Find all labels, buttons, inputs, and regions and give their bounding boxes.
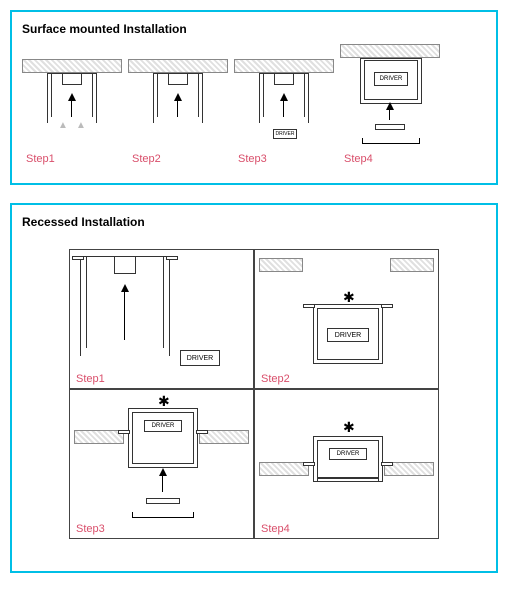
recessed-step4: ✱ DRIVER Step4 xyxy=(254,389,439,539)
recessed-step1-diagram: DRIVER xyxy=(70,250,253,380)
surface-step2: Step2 xyxy=(128,59,228,165)
driver-box: DRIVER xyxy=(273,129,297,139)
surface-step1-diagram: ▲ ▲ xyxy=(22,59,122,149)
driver-label-box: DRIVER xyxy=(180,350,220,366)
driver-box: DRIVER xyxy=(327,328,369,342)
recessed-step1-label: Step1 xyxy=(76,373,105,385)
surface-title: Surface mounted Installation xyxy=(22,22,486,36)
anchor-icon: ▲ xyxy=(76,121,86,131)
anchor-icon: ▲ xyxy=(58,121,68,131)
surface-step1: ▲ ▲ Step1 xyxy=(22,59,122,165)
surface-steps-row: ▲ ▲ Step1 Step2 xyxy=(22,44,486,165)
recessed-step4-diagram: ✱ DRIVER xyxy=(255,390,438,530)
recessed-step2: ✱ DRIVER Step2 xyxy=(254,249,439,389)
surface-step4-diagram: DRIVER xyxy=(340,44,440,149)
surface-step1-label: Step1 xyxy=(22,153,122,165)
driver-box: DRIVER xyxy=(329,448,367,460)
surface-step2-diagram xyxy=(128,59,228,149)
driver-box: DRIVER xyxy=(374,72,408,86)
surface-step4-label: Step4 xyxy=(340,153,440,165)
surface-step3: DRIVER Step3 xyxy=(234,59,334,165)
driver-box: DRIVER xyxy=(144,420,182,432)
surface-step3-diagram: DRIVER xyxy=(234,59,334,149)
recessed-step3-label: Step3 xyxy=(76,523,105,535)
surface-step3-label: Step3 xyxy=(234,153,334,165)
surface-step2-label: Step2 xyxy=(128,153,228,165)
recessed-step3-diagram: ✱ DRIVER xyxy=(70,390,253,530)
screw-icon: ✱ xyxy=(158,394,170,408)
recessed-step4-label: Step4 xyxy=(261,523,290,535)
recessed-step2-label: Step2 xyxy=(261,373,290,385)
screw-icon: ✱ xyxy=(343,420,355,434)
surface-mounted-panel: Surface mounted Installation ▲ ▲ Step1 xyxy=(10,10,498,185)
recessed-step1: DRIVER Step1 xyxy=(69,249,254,389)
screw-icon: ✱ xyxy=(343,290,355,304)
surface-step4: DRIVER Step4 xyxy=(340,44,440,165)
recessed-title: Recessed Installation xyxy=(22,215,486,229)
recessed-step3: ✱ DRIVER Step3 xyxy=(69,389,254,539)
recessed-step2-diagram: ✱ DRIVER xyxy=(255,250,438,380)
recessed-grid: DRIVER Step1 ✱ DRIVER Step2 xyxy=(22,249,486,539)
recessed-panel: Recessed Installation DRIVER Step1 xyxy=(10,203,498,573)
